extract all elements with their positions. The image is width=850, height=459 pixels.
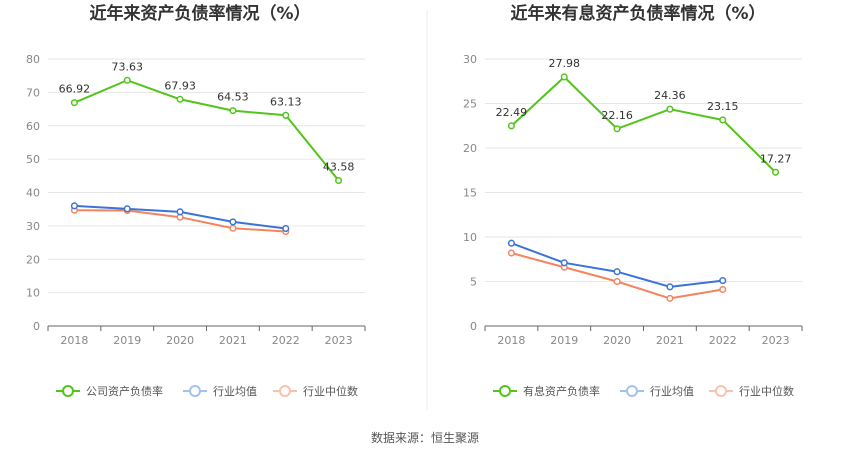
y-tick-label: 20: [463, 142, 477, 155]
data-label: 64.53: [217, 91, 249, 104]
y-tick-label: 50: [26, 153, 40, 166]
data-point: [176, 208, 184, 216]
y-tick-label: 25: [463, 98, 477, 111]
x-tick-label: 2020: [603, 334, 631, 347]
x-tick-label: 2022: [272, 334, 300, 347]
data-point: [613, 268, 621, 276]
y-tick-label: 15: [463, 187, 477, 200]
data-point: [335, 177, 343, 185]
data-label: 23.15: [707, 100, 739, 113]
data-point: [176, 95, 184, 103]
data-label: 67.93: [164, 79, 196, 92]
data-label: 22.16: [601, 109, 633, 122]
data-point: [282, 224, 290, 233]
legend-swatch-marker: [626, 385, 638, 397]
chart-interest-debt-ratio: 近年来有息资产负债率情况（%） 0 5 10 15 20 25 30 2018 2019 2020 2…: [463, 3, 803, 398]
chart-title: 近年来有息资产负债率情况（%）: [510, 3, 765, 24]
legend-label[interactable]: 行业均值: [213, 385, 257, 398]
y-tick-label: 10: [26, 287, 40, 300]
legend-swatch-marker: [279, 385, 291, 397]
series-line: [74, 79, 340, 182]
data-point: [666, 294, 674, 302]
legend-swatch-marker: [499, 385, 511, 397]
data-point: [70, 202, 78, 210]
data-point: [229, 107, 237, 115]
data-point: [70, 99, 78, 107]
x-tick-label: 2018: [497, 334, 525, 347]
data-label: 24.36: [654, 89, 686, 102]
x-tick-label: 2020: [166, 334, 194, 347]
y-tick-label: 60: [26, 120, 40, 133]
y-tick-label: 40: [26, 187, 40, 200]
data-point: [613, 125, 621, 133]
data-label: 66.92: [59, 83, 91, 96]
data-point: [666, 283, 674, 291]
x-tick-label: 2021: [656, 334, 684, 347]
data-point: [282, 111, 290, 119]
data-label: 22.49: [496, 106, 528, 119]
data-label: 43.58: [323, 161, 355, 174]
data-point: [229, 224, 237, 232]
series-line: [511, 252, 723, 300]
y-tick-label: 70: [26, 86, 40, 99]
legend-swatch-marker: [715, 385, 727, 397]
data-point: [613, 277, 621, 286]
legend-label[interactable]: 公司资产负债率: [86, 384, 163, 398]
chart-title: 近年来资产负债率情况（%）: [89, 3, 310, 24]
y-tick-label: 30: [26, 220, 40, 233]
y-tick-label: 10: [463, 231, 477, 244]
x-tick-label: 2018: [60, 334, 88, 347]
data-point: [560, 259, 568, 267]
legend-label[interactable]: 行业中位数: [303, 384, 358, 398]
data-point: [719, 116, 727, 124]
data-point: [507, 239, 515, 247]
y-tick-label: 20: [26, 253, 40, 266]
y-tick-label: 5: [470, 276, 477, 289]
x-tick-label: 2019: [550, 334, 578, 347]
data-label: 73.63: [112, 60, 144, 73]
data-point: [229, 218, 237, 226]
data-point: [666, 105, 674, 113]
legend-label[interactable]: 有息资产负债率: [523, 384, 600, 398]
y-tick-label: 80: [26, 53, 40, 66]
legend-label[interactable]: 行业均值: [650, 385, 694, 398]
x-tick-label: 2019: [113, 334, 141, 347]
legend-swatch-marker: [62, 385, 74, 397]
legend-swatch-marker: [189, 385, 201, 397]
x-tick-label: 2022: [709, 334, 737, 347]
data-label: 63.13: [270, 95, 302, 108]
y-tick-label: 0: [470, 320, 477, 333]
data-source-note: 数据来源：恒生聚源: [371, 430, 479, 445]
x-tick-label: 2021: [219, 334, 247, 347]
data-point: [123, 76, 131, 84]
legend-label[interactable]: 行业中位数: [739, 384, 794, 398]
data-point: [772, 168, 780, 176]
data-label: 27.98: [549, 57, 581, 70]
data-point: [507, 122, 515, 130]
series-line: [510, 75, 777, 174]
chart-debt-ratio: 近年来资产负债率情况（%） 0 10 20 30 40 50 60 70 80 2018 2019 20…: [26, 3, 366, 398]
x-tick-label: 2023: [325, 334, 353, 347]
y-tick-label: 30: [463, 53, 477, 66]
data-point: [719, 285, 727, 294]
data-label: 17.27: [760, 152, 792, 165]
data-point: [123, 205, 131, 213]
x-tick-label: 2023: [762, 334, 790, 347]
data-point: [507, 249, 515, 257]
data-point: [560, 73, 568, 81]
y-tick-label: 0: [33, 320, 40, 333]
data-point: [719, 277, 727, 285]
